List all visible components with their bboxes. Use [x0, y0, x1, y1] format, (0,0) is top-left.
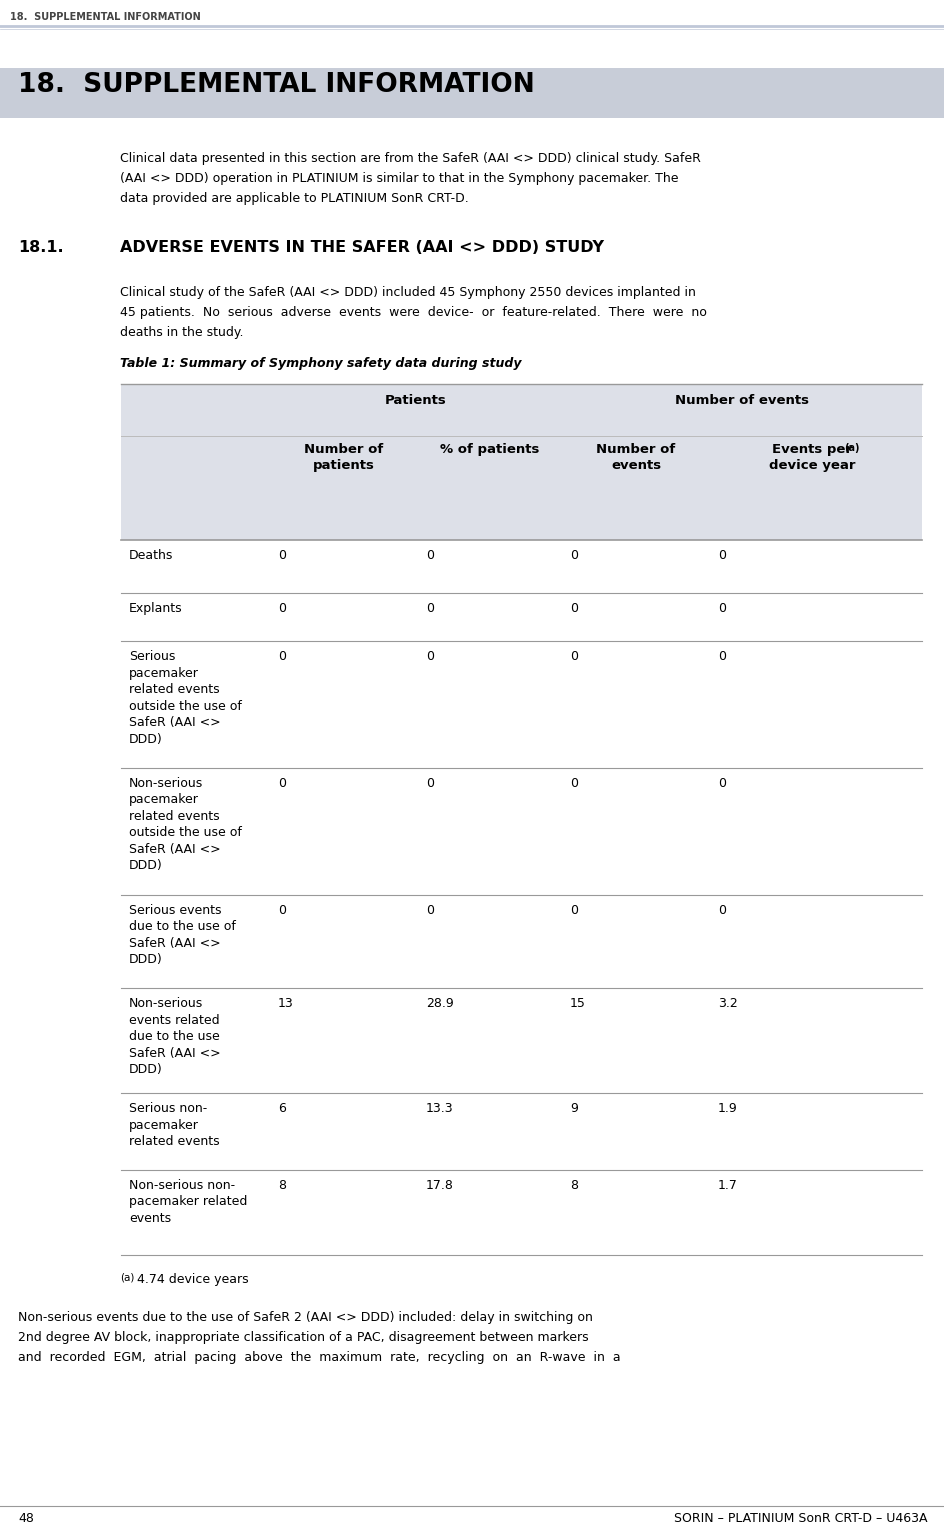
Text: Number of
patients: Number of patients	[304, 443, 383, 472]
Text: Clinical study of the SafeR (AAI <> DDD) included 45 Symphony 2550 devices impla: Clinical study of the SafeR (AAI <> DDD)…	[120, 287, 695, 299]
Text: Serious non-
pacemaker
related events: Serious non- pacemaker related events	[129, 1102, 219, 1148]
Text: and  recorded  EGM,  atrial  pacing  above  the  maximum  rate,  recycling  on  : and recorded EGM, atrial pacing above th…	[18, 1351, 620, 1364]
Text: (AAI <> DDD) operation in PLATINIUM is similar to that in the Symphony pacemaker: (AAI <> DDD) operation in PLATINIUM is s…	[120, 172, 678, 185]
Text: 0: 0	[717, 904, 725, 917]
Text: 1.9: 1.9	[717, 1102, 737, 1114]
Text: 0: 0	[717, 549, 725, 563]
Text: SORIN – PLATINIUM SonR CRT-D – U463A: SORIN – PLATINIUM SonR CRT-D – U463A	[673, 1512, 926, 1525]
Text: Patients: Patients	[385, 394, 447, 406]
Text: Non-serious events due to the use of SafeR 2 (AAI <> DDD) included: delay in swi: Non-serious events due to the use of Saf…	[18, 1311, 592, 1325]
Text: 0: 0	[569, 650, 578, 662]
Text: 0: 0	[278, 650, 286, 662]
Text: 0: 0	[426, 549, 433, 563]
Text: 0: 0	[569, 602, 578, 615]
Text: 1.7: 1.7	[717, 1179, 737, 1193]
Text: 18.  SUPPLEMENTAL INFORMATION: 18. SUPPLEMENTAL INFORMATION	[18, 72, 534, 98]
Text: 0: 0	[717, 777, 725, 789]
Text: 6: 6	[278, 1102, 286, 1114]
Text: 28.9: 28.9	[426, 996, 453, 1010]
Text: 4.74 device years: 4.74 device years	[133, 1272, 248, 1286]
Text: 15: 15	[569, 996, 585, 1010]
Text: 0: 0	[278, 904, 286, 917]
Text: 48: 48	[18, 1512, 34, 1525]
Text: 9: 9	[569, 1102, 578, 1114]
Text: Deaths: Deaths	[129, 549, 173, 563]
Text: 2nd degree AV block, inappropriate classification of a PAC, disagreement between: 2nd degree AV block, inappropriate class…	[18, 1331, 588, 1344]
Text: Table 1: Summary of Symphony safety data during study: Table 1: Summary of Symphony safety data…	[120, 357, 521, 369]
Text: Serious
pacemaker
related events
outside the use of
SafeR (AAI <>
DDD): Serious pacemaker related events outside…	[129, 650, 242, 745]
Text: 0: 0	[569, 777, 578, 789]
Text: 0: 0	[569, 549, 578, 563]
Text: Non-serious
pacemaker
related events
outside the use of
SafeR (AAI <>
DDD): Non-serious pacemaker related events out…	[129, 777, 242, 872]
Text: 0: 0	[569, 904, 578, 917]
Text: Number of events: Number of events	[674, 394, 808, 406]
Text: data provided are applicable to PLATINIUM SonR CRT-D.: data provided are applicable to PLATINIU…	[120, 192, 468, 205]
Text: Non-serious
events related
due to the use
SafeR (AAI <>
DDD): Non-serious events related due to the us…	[129, 996, 220, 1076]
Text: Clinical data presented in this section are from the SafeR (AAI <> DDD) clinical: Clinical data presented in this section …	[120, 152, 700, 166]
Text: 0: 0	[278, 602, 286, 615]
Text: Non-serious non-
pacemaker related
events: Non-serious non- pacemaker related event…	[129, 1179, 247, 1225]
Text: 0: 0	[426, 650, 433, 662]
Text: 17.8: 17.8	[426, 1179, 453, 1193]
Text: Serious events
due to the use of
SafeR (AAI <>
DDD): Serious events due to the use of SafeR (…	[129, 904, 236, 966]
Text: (a): (a)	[120, 1272, 134, 1283]
Text: 18.1.: 18.1.	[18, 241, 63, 254]
Text: 3.2: 3.2	[717, 996, 737, 1010]
Text: 0: 0	[278, 549, 286, 563]
Text: 0: 0	[426, 904, 433, 917]
Text: 45 patients.  No  serious  adverse  events  were  device-  or  feature-related. : 45 patients. No serious adverse events w…	[120, 307, 706, 319]
Text: ADVERSE EVENTS IN THE SAFER (AAI <> DDD) STUDY: ADVERSE EVENTS IN THE SAFER (AAI <> DDD)…	[120, 241, 603, 254]
Text: 0: 0	[717, 650, 725, 662]
Text: 0: 0	[717, 602, 725, 615]
Text: Number of
events: Number of events	[596, 443, 675, 472]
Text: 18.  SUPPLEMENTAL INFORMATION: 18. SUPPLEMENTAL INFORMATION	[10, 12, 200, 21]
Text: (a): (a)	[843, 443, 859, 452]
Text: 8: 8	[278, 1179, 286, 1193]
Text: 8: 8	[569, 1179, 578, 1193]
Text: 0: 0	[426, 602, 433, 615]
Text: deaths in the study.: deaths in the study.	[120, 327, 244, 339]
Bar	[0, 67, 944, 118]
Text: % of patients: % of patients	[440, 443, 539, 455]
Text: Explants: Explants	[129, 602, 182, 615]
Text: 0: 0	[278, 777, 286, 789]
Text: Events per
device year: Events per device year	[767, 443, 854, 472]
Text: 13: 13	[278, 996, 294, 1010]
Text: 0: 0	[426, 777, 433, 789]
Text: 13.3: 13.3	[426, 1102, 453, 1114]
Bar	[121, 383, 921, 540]
